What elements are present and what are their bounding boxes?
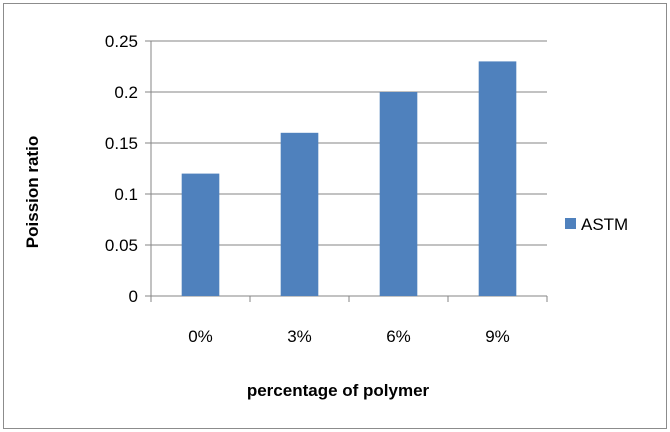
y-tick-label: 0.2 bbox=[114, 83, 138, 102]
y-tick-label: 0.1 bbox=[114, 185, 138, 204]
x-tick-label: 0% bbox=[188, 327, 213, 346]
bar-6pct bbox=[379, 92, 418, 296]
y-axis-title: Poission ratio bbox=[23, 136, 42, 248]
legend: ASTM bbox=[565, 215, 628, 234]
bar-9pct bbox=[478, 61, 517, 297]
y-tick-label: 0 bbox=[129, 287, 138, 306]
y-tick-label: 0.15 bbox=[105, 134, 138, 153]
bar-3pct bbox=[280, 132, 319, 296]
x-tick-label: 6% bbox=[386, 327, 411, 346]
x-tick-label: 9% bbox=[485, 327, 510, 346]
x-tick-labels: 0% 3% 6% 9% bbox=[188, 327, 510, 346]
y-tick-label: 0.05 bbox=[105, 236, 138, 255]
legend-label-astm: ASTM bbox=[581, 215, 628, 234]
chart-frame bbox=[3, 3, 667, 429]
y-tick-labels: 0 0.05 0.1 0.15 0.2 0.25 bbox=[105, 32, 138, 306]
legend-swatch-astm bbox=[565, 218, 576, 229]
bar-0pct bbox=[181, 173, 220, 296]
bars bbox=[181, 61, 517, 297]
x-tick-label: 3% bbox=[287, 327, 312, 346]
x-axis-title: percentage of polymer bbox=[247, 381, 430, 400]
y-tick-label: 0.25 bbox=[105, 32, 138, 51]
